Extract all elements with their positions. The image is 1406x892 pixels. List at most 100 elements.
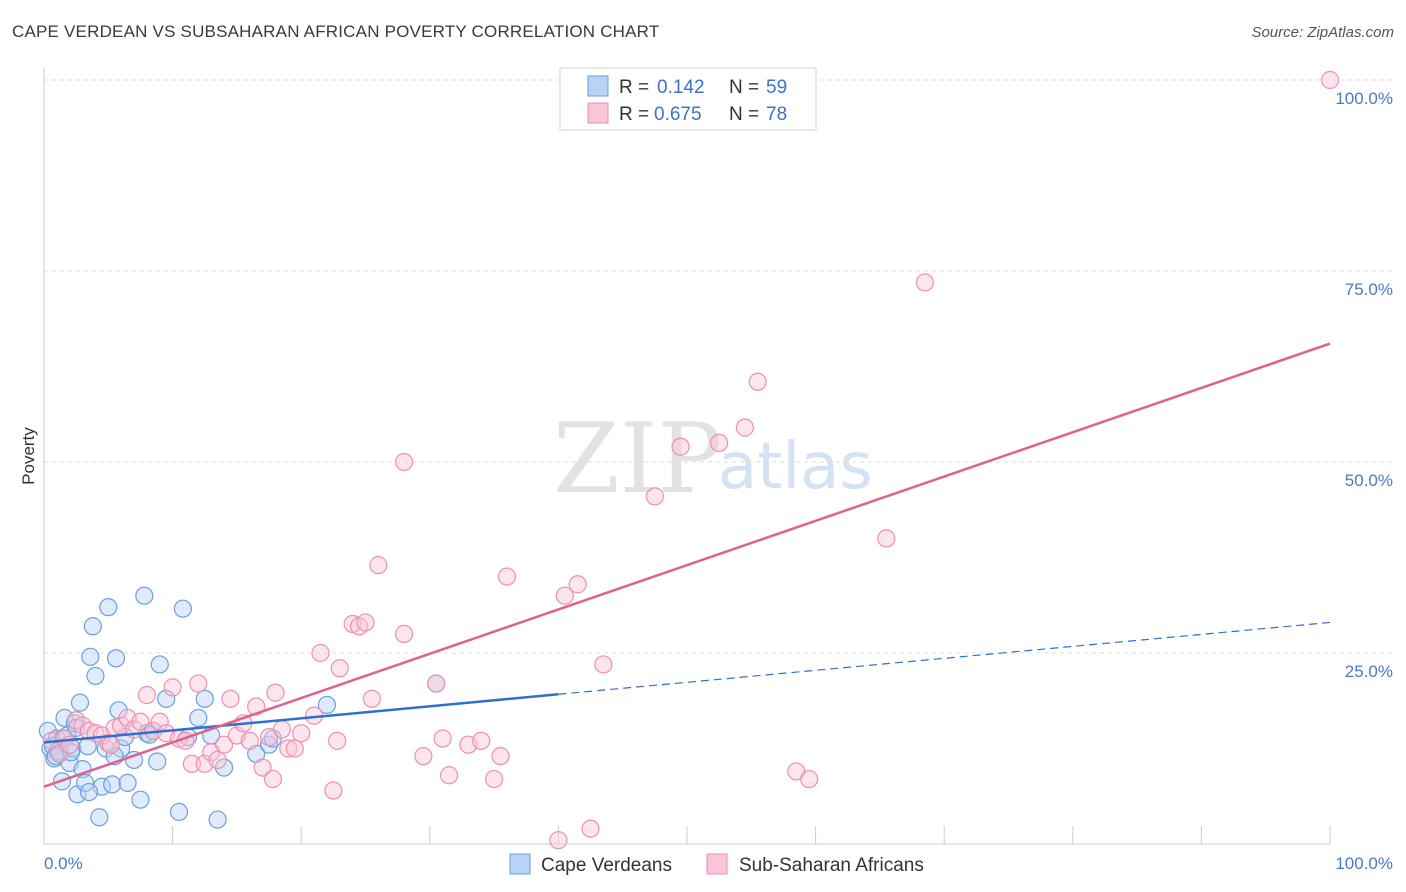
watermark-zip: ZIP: [553, 403, 722, 515]
subsaharan-point: [208, 750, 227, 770]
subsaharan-point: [324, 781, 343, 800]
cape-verdean-point: [173, 599, 192, 618]
cape-verdean-point: [103, 775, 122, 794]
cape-verdean-point: [90, 808, 109, 827]
subsaharan-point: [221, 689, 240, 708]
bottom-legend-swatch-pink: [706, 853, 728, 875]
bottom-legend-swatch-blue: [509, 853, 531, 875]
subsaharan-point: [131, 712, 150, 731]
legend-r-label-blue: R =: [619, 77, 649, 98]
legend-r-value-pink: 0.675: [654, 104, 702, 125]
cape-verdean-point: [208, 810, 227, 829]
cape-verdean-point: [99, 598, 118, 617]
subsaharan-point: [369, 556, 388, 575]
subsaharan-point: [800, 769, 819, 789]
cape-verdean-point: [55, 708, 74, 728]
subsaharan-point: [285, 739, 304, 758]
cape-verdean-point: [150, 655, 169, 674]
x-tick-label-min: 0.0%: [44, 854, 83, 873]
subsaharan-point: [328, 731, 347, 750]
chart-title: CAPE VERDEAN VS SUBSAHARAN AFRICAN POVER…: [12, 22, 660, 41]
subsaharan-point: [240, 731, 259, 750]
cape-verdean-point: [214, 758, 234, 777]
subsaharan-point: [362, 689, 382, 708]
cape-verdean-point: [157, 689, 176, 708]
subsaharan-point: [555, 586, 574, 605]
subsaharan-point: [439, 766, 459, 785]
gridlines: [44, 79, 1393, 654]
cape-verdean-point: [131, 790, 150, 809]
subsaharan-point: [491, 747, 510, 766]
subsaharan-point: [101, 735, 120, 754]
subsaharan-point: [645, 487, 664, 506]
cape-verdean-point: [135, 586, 154, 605]
watermark-atlas: atlas: [718, 430, 873, 504]
subsaharan-point: [150, 712, 169, 731]
subsaharan-point: [292, 724, 311, 743]
cape-verdean-point: [83, 617, 102, 636]
subsaharan-point: [253, 758, 272, 777]
x-tick-label-max: 100.0%: [1335, 854, 1393, 873]
cape-verdean-point: [317, 695, 337, 715]
y-tick-label: 25.0%: [1345, 662, 1393, 681]
subsaharan-point: [581, 819, 600, 838]
bottom-legend: Cape Verdeans Sub-Saharan Africans: [509, 853, 924, 876]
subsaharan-point: [182, 754, 201, 773]
subsaharan-point: [594, 655, 613, 674]
legend-box: R = 0.142 N = 59 R = 0.675 N = 78: [559, 67, 817, 131]
legend-n-value-blue: 59: [766, 77, 787, 98]
subsaharan-point: [189, 674, 208, 693]
subsaharan-point: [710, 433, 729, 452]
cape-verdean-point: [70, 693, 90, 712]
subsaharan-point: [877, 529, 896, 548]
subsaharan-point: [247, 697, 266, 716]
cape-verdean-point: [106, 649, 126, 668]
subsaharan-point: [915, 273, 935, 292]
legend-r-value-blue: 0.142: [657, 77, 705, 98]
trend-lines: [43, 342, 1331, 788]
cape-verdean-point: [169, 802, 189, 822]
bottom-legend-label-cape-verdeans: Cape Verdeans: [541, 855, 672, 876]
legend-n-label-pink: N =: [729, 104, 759, 125]
cape-verdean-trend-extension: [558, 621, 1331, 695]
subsaharan-point: [279, 739, 298, 758]
subsaharan-point: [748, 372, 767, 391]
subsaharan-point: [427, 674, 446, 693]
y-tick-label: 75.0%: [1345, 280, 1393, 299]
subsaharan-point: [671, 437, 690, 456]
subsaharan-point: [266, 683, 285, 702]
legend-n-value-pink: 78: [766, 104, 787, 125]
cape-verdean-point: [118, 773, 137, 792]
cape-verdean-point: [189, 708, 208, 728]
cape-verdean-point: [81, 647, 100, 666]
y-tick-labels: 25.0% 50.0% 75.0% 100.0%: [1335, 89, 1393, 681]
y-tick-label: 50.0%: [1345, 471, 1393, 490]
subsaharan-trend-line: [43, 342, 1331, 788]
subsaharan-point: [214, 735, 234, 754]
subsaharan-point: [568, 575, 587, 594]
subsaharan-point: [394, 624, 414, 644]
y-axis-label: Poverty: [19, 427, 38, 485]
subsaharan-point: [137, 685, 156, 705]
subsaharan-point: [414, 747, 433, 766]
subsaharan-point: [485, 769, 504, 789]
subsaharan-point: [497, 567, 517, 586]
cape-verdean-point: [195, 689, 214, 708]
cape-verdean-point: [148, 752, 167, 771]
x-ticks: [43, 826, 1331, 844]
legend-r-label-pink: R =: [619, 104, 649, 125]
subsaharan-point: [735, 418, 754, 437]
subsaharan-point: [263, 769, 283, 789]
y-tick-label: 100.0%: [1335, 89, 1393, 108]
subsaharan-point: [272, 720, 292, 739]
subsaharan-point: [356, 613, 375, 632]
legend-swatch-blue: [587, 75, 609, 97]
series-cape-verdeans: [38, 586, 446, 829]
subsaharan-point: [394, 452, 414, 472]
subsaharan-point: [311, 643, 330, 663]
bottom-legend-label-subsaharan: Sub-Saharan Africans: [739, 855, 924, 876]
cape-verdean-point: [73, 760, 92, 779]
legend-swatch-pink: [587, 102, 609, 124]
subsaharan-point: [330, 659, 349, 678]
